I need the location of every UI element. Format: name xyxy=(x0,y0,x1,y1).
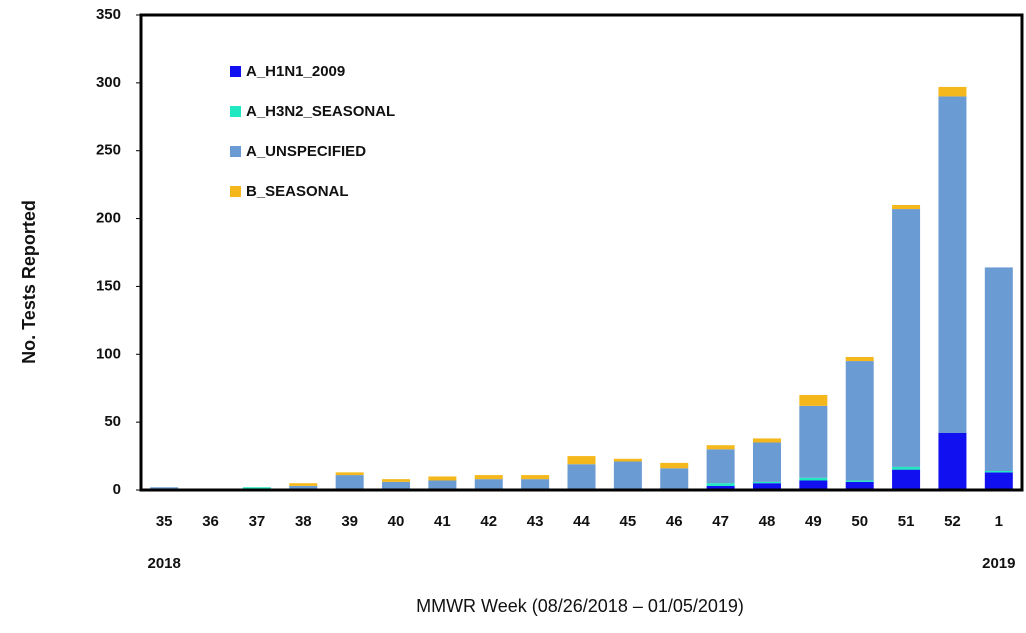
bar-segment xyxy=(382,481,411,489)
x-tick-label: 49 xyxy=(805,513,822,530)
bar-segment xyxy=(938,96,967,433)
x-tick-label: 45 xyxy=(620,513,637,530)
bar-segment xyxy=(845,480,874,482)
x-tick-label: 39 xyxy=(341,513,358,530)
legend-label: A_H1N1_2009 xyxy=(246,63,345,80)
x-tick-label: 44 xyxy=(573,513,590,530)
bar-segment xyxy=(289,485,318,490)
bar-segment xyxy=(984,471,1013,473)
x-tick-label: 48 xyxy=(759,513,776,530)
bar-segment xyxy=(938,86,967,97)
x-tick-label: 36 xyxy=(202,513,219,530)
bar-segment xyxy=(567,464,596,490)
bar-segment xyxy=(428,476,457,481)
legend-label: A_UNSPECIFIED xyxy=(246,143,366,160)
bar-segment xyxy=(613,461,642,490)
x-tick-label: 40 xyxy=(388,513,405,530)
bar-segment xyxy=(892,466,921,470)
bar-segment xyxy=(613,458,642,462)
y-tick-label: 350 xyxy=(96,6,121,23)
x-tick-label: 37 xyxy=(249,513,266,530)
bar-segment xyxy=(752,481,781,484)
legend-swatch xyxy=(230,146,241,157)
bar-segment xyxy=(845,481,874,490)
x-tick-label: 38 xyxy=(295,513,312,530)
y-tick-label: 100 xyxy=(96,345,121,362)
bar-segment xyxy=(474,475,503,480)
y-tick-label: 0 xyxy=(113,481,121,498)
x-tick-label: 52 xyxy=(944,513,961,530)
bar-segment xyxy=(984,267,1013,471)
bar-segment xyxy=(752,442,781,482)
x-axis-label: MMWR Week (08/26/2018 – 01/05/2019) xyxy=(416,596,744,616)
bar-segment xyxy=(474,479,503,490)
year-label: 2019 xyxy=(982,555,1015,572)
legend-swatch xyxy=(230,186,241,197)
bar-segment xyxy=(892,205,921,210)
plot-frame xyxy=(139,13,1024,492)
bar-segment xyxy=(984,472,1013,490)
legend-label: B_SEASONAL xyxy=(246,183,349,200)
bar-segment xyxy=(567,456,596,465)
y-tick-label: 50 xyxy=(104,413,121,430)
bar-segment xyxy=(660,462,689,469)
bar-segment xyxy=(799,405,828,478)
bar-segment xyxy=(892,209,921,467)
bar-segment xyxy=(660,468,689,490)
bar-segment xyxy=(335,472,364,476)
bar-segment xyxy=(706,483,735,486)
bar-segment xyxy=(892,469,921,490)
bar-segment xyxy=(845,357,874,362)
legend-swatch xyxy=(230,66,241,77)
x-tick-label: 47 xyxy=(712,513,729,530)
bar-segment xyxy=(382,479,411,482)
y-axis-label: No. Tests Reported xyxy=(19,200,39,364)
bar-segment xyxy=(706,485,735,490)
bar-segment xyxy=(521,479,550,490)
year-label: 2018 xyxy=(147,555,180,572)
bar-segment xyxy=(289,483,318,486)
legend-swatch xyxy=(230,106,241,117)
bar-segment xyxy=(428,480,457,490)
x-tick-label: 35 xyxy=(156,513,173,530)
bar-segment xyxy=(706,449,735,484)
y-tick-label: 300 xyxy=(96,74,121,91)
bar-segment xyxy=(752,438,781,443)
y-tick-label: 250 xyxy=(96,142,121,159)
bar-segment xyxy=(799,480,828,490)
bar-segment xyxy=(335,475,364,489)
x-tick-label: 46 xyxy=(666,513,683,530)
bar-segment xyxy=(938,433,967,490)
y-tick-label: 150 xyxy=(96,277,121,294)
x-tick-label: 43 xyxy=(527,513,544,530)
bar-segment xyxy=(752,483,781,490)
x-tick-label: 41 xyxy=(434,513,451,530)
bar-segment xyxy=(706,445,735,450)
x-tick-label: 1 xyxy=(995,513,1003,530)
x-tick-label: 50 xyxy=(851,513,868,530)
bar-segment xyxy=(521,475,550,480)
y-tick-label: 200 xyxy=(96,210,121,227)
bar-segment xyxy=(799,395,828,406)
bar-segment xyxy=(799,477,828,481)
bar-segment xyxy=(845,361,874,481)
legend-label: A_H3N2_SEASONAL xyxy=(246,103,395,120)
x-tick-label: 51 xyxy=(898,513,915,530)
x-tick-label: 42 xyxy=(480,513,497,530)
